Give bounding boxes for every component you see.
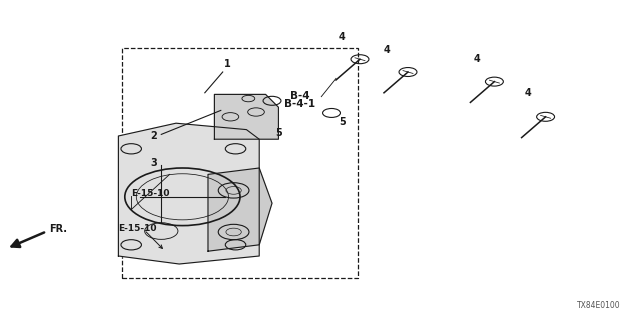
Text: TX84E0100: TX84E0100 [577, 301, 621, 310]
Text: 2: 2 [150, 131, 157, 141]
Polygon shape [208, 168, 272, 251]
Polygon shape [214, 94, 278, 139]
Text: 4: 4 [525, 88, 531, 98]
Text: 5: 5 [275, 128, 282, 138]
Text: 4: 4 [474, 54, 480, 64]
Text: E-15-10: E-15-10 [131, 189, 170, 198]
Text: 4: 4 [339, 32, 346, 42]
Text: 5: 5 [339, 117, 346, 127]
Bar [122, 48, 358, 278]
Text: B-4-1: B-4-1 [284, 99, 315, 109]
Polygon shape [118, 123, 259, 264]
Text: E-15-10: E-15-10 [118, 224, 157, 233]
Text: 4: 4 [384, 44, 390, 55]
Text: 3: 3 [150, 158, 157, 168]
Text: B-4: B-4 [290, 91, 309, 101]
Text: 1: 1 [224, 59, 230, 69]
Text: FR.: FR. [49, 224, 67, 234]
